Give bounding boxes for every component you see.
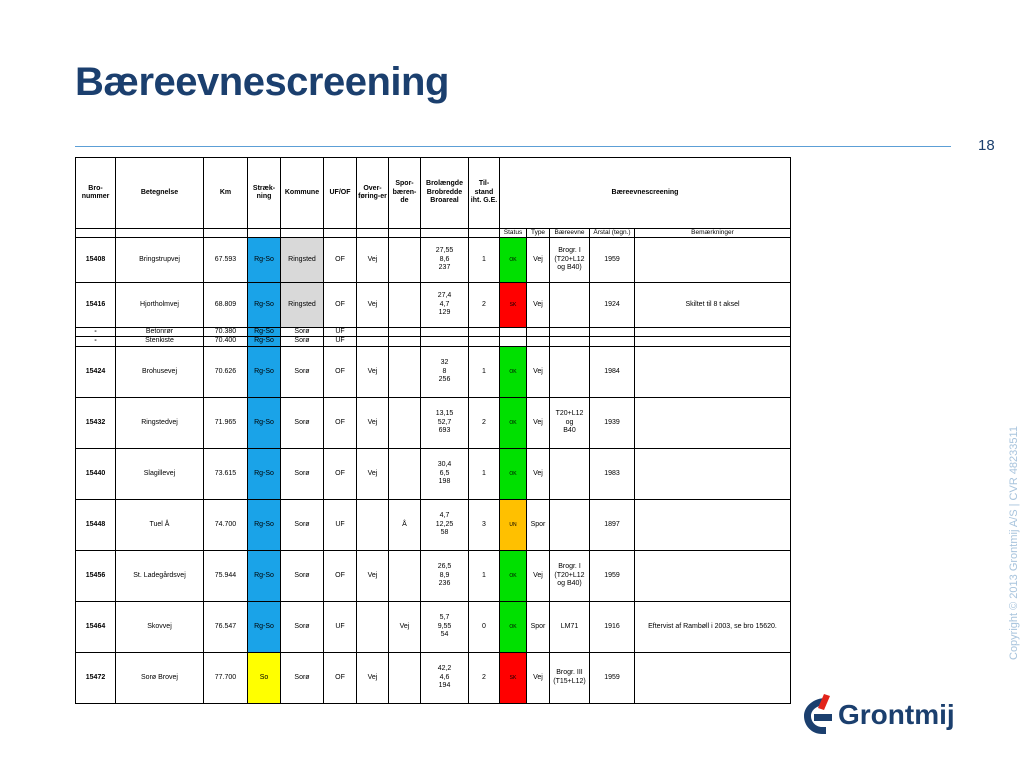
subheader-aarstal: Årstal (tegn.) <box>589 228 635 238</box>
header-brolaengde: Brolængde Brobredde Broareal <box>420 157 469 229</box>
page-number: 18 <box>978 137 995 154</box>
table-row: 15408 Bringstrupvej 67.593 Rg-So Ringste… <box>75 237 791 283</box>
table-row: 15448 Tuel Å 74.700 Rg-So Sorø UF Å 4,7 … <box>75 498 791 551</box>
header-bro-nummer: Bro- nummer <box>75 157 116 229</box>
header-baereevnescreening: Bæreevnescreening <box>499 157 791 229</box>
copyright-text: Copyright © 2013 Grontmij A/S | CVR 4823… <box>1008 426 1020 660</box>
table-row: 15456 St. Ladegårdsvej 75.944 Rg-So Sorø… <box>75 549 791 602</box>
table-row: - Betonrør 70.380 Rg-So Sorø UF <box>75 326 791 338</box>
grontmij-logo: Grontmij <box>796 694 956 740</box>
kommune-cell: Ringsted <box>280 237 324 283</box>
kommune-cell: Ringsted <box>280 282 324 328</box>
table-row: 15472 Sorø Brovej 77.700 So Sorø OF Vej … <box>75 651 791 704</box>
status-badge: OK <box>499 447 527 500</box>
straekning-cell: Rg-So <box>247 600 281 653</box>
table-row: 15416 Hjortholmvej 68.809 Rg-So Ringsted… <box>75 282 791 328</box>
straekning-cell: So <box>247 651 281 704</box>
table-row: 15424 Brohusevej 70.626 Rg-So Sorø OF Ve… <box>75 345 791 398</box>
straekning-cell: Rg-So <box>247 549 281 602</box>
table-header-row: Bro- nummer Betegnelse Km Stræk- ning Ko… <box>75 157 791 229</box>
table-row: - Stenkiste 70.400 Rg-So Sorø UF <box>75 336 791 347</box>
status-badge: OK <box>499 549 527 602</box>
straekning-cell: Rg-So <box>247 396 281 449</box>
header-betegnelse: Betegnelse <box>115 157 204 229</box>
header-km: Km <box>203 157 248 229</box>
header-overforinger: Over- føring-er <box>356 157 389 229</box>
status-badge: UN <box>499 498 527 551</box>
header-kommune: Kommune <box>280 157 324 229</box>
straekning-cell: Rg-So <box>247 345 281 398</box>
status-badge: OK <box>499 396 527 449</box>
straekning-cell: Rg-So <box>247 282 281 328</box>
subheader-baereevne: Bæreevne <box>549 228 590 238</box>
header-sporbaerende: Spor- bæren- de <box>388 157 421 229</box>
status-badge: OK <box>499 345 527 398</box>
subheader-status: Status <box>499 228 527 238</box>
status-badge: OK <box>499 237 527 283</box>
table-subheader-row: Status Type Bæreevne Årstal (tegn.) Bemæ… <box>75 228 791 238</box>
status-badge: SK <box>499 282 527 328</box>
table-row: 15464 Skovvej 76.547 Rg-So Sorø UF Vej 5… <box>75 600 791 653</box>
grontmij-logo-text: Grontmij <box>838 699 955 730</box>
straekning-cell: Rg-So <box>247 336 281 347</box>
status-badge: OK <box>499 600 527 653</box>
grontmij-logo-icon <box>804 694 832 734</box>
straekning-cell: Rg-So <box>247 447 281 500</box>
straekning-cell: Rg-So <box>247 237 281 283</box>
slide-title: Bæreevnescreening <box>75 60 449 104</box>
header-uf-of: UF/OF <box>323 157 357 229</box>
table-row: 15432 Ringstedvej 71.965 Rg-So Sorø OF V… <box>75 396 791 449</box>
subheader-bemaerkninger: Bemærkninger <box>634 228 791 238</box>
status-badge: SK <box>499 651 527 704</box>
straekning-cell: Rg-So <box>247 326 281 338</box>
table-row: 15440 Slagillevej 73.615 Rg-So Sorø OF V… <box>75 447 791 500</box>
bridge-screening-table: Bro- nummer Betegnelse Km Stræk- ning Ko… <box>75 157 791 704</box>
straekning-cell: Rg-So <box>247 498 281 551</box>
header-straekning: Stræk- ning <box>247 157 281 229</box>
subheader-type: Type <box>526 228 550 238</box>
title-divider <box>75 146 951 147</box>
header-tilstand: Til-stand iht. G.E. <box>468 157 500 229</box>
